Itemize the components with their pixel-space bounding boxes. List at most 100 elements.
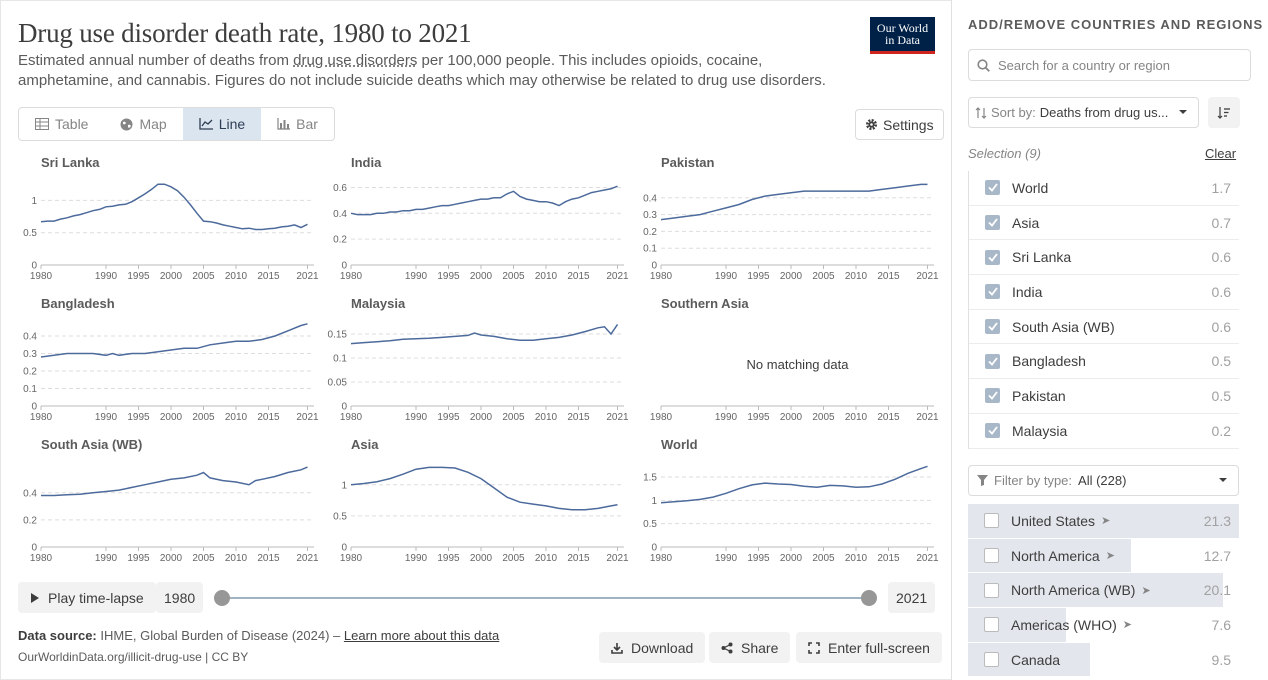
learn-more-link[interactable]: Learn more about this data: [343, 628, 500, 643]
filter-icon: [977, 475, 988, 486]
check-icon: [987, 183, 998, 193]
gear-icon: [866, 119, 877, 130]
x-tick-label: 2005: [812, 412, 835, 423]
selected-item-name: Bangladesh: [1012, 353, 1086, 370]
tab-bar[interactable]: Bar: [261, 108, 334, 140]
checkbox-unchecked[interactable]: [984, 582, 999, 598]
series-line: [350, 323, 619, 345]
entity-item[interactable]: Americas (WHO) ➤ 7.6: [968, 608, 1239, 643]
selected-item[interactable]: India 0.6: [969, 275, 1239, 310]
y-tick-label: 0.15: [328, 330, 348, 341]
no-data-message: No matching data: [747, 357, 850, 372]
play-timelapse-button[interactable]: Play time-lapse: [18, 582, 156, 613]
search-input[interactable]: Search for a country or region: [968, 49, 1251, 81]
checkbox-checked[interactable]: [985, 388, 1000, 404]
tab-table[interactable]: Table: [19, 108, 104, 140]
series-line: [350, 185, 618, 216]
download-icon: [611, 642, 623, 654]
tab-table-label: Table: [55, 116, 89, 132]
navigation-arrow-icon: ➤: [1105, 550, 1115, 563]
chart-url[interactable]: OurWorldinData.org/illicit-drug-use | CC…: [18, 650, 249, 664]
checkbox-checked[interactable]: [985, 180, 1000, 196]
checkbox-checked[interactable]: [985, 353, 1000, 369]
subtitle-text-end: per 100,000 people. This includes opioid…: [18, 52, 826, 89]
filter-type-dropdown[interactable]: Filter by type: All (228): [968, 465, 1239, 496]
checkbox-checked[interactable]: [985, 319, 1000, 335]
chart-tabs: Table Map Line Bar: [18, 107, 335, 141]
x-tick-label: 1995: [747, 553, 770, 564]
checkbox-checked[interactable]: [985, 249, 1000, 265]
x-tick-label: 2021: [606, 271, 629, 282]
sort-by-dropdown[interactable]: Sort by: Deaths from drug us...: [968, 97, 1199, 128]
navigation-arrow-icon: ➤: [1141, 584, 1151, 597]
sort-label: Sort by:: [991, 105, 1036, 120]
timeline-end-handle[interactable]: [861, 590, 877, 606]
entity-item-name: United States: [1011, 512, 1096, 529]
table-icon: [35, 118, 49, 130]
selected-item[interactable]: Sri Lanka 0.6: [969, 240, 1239, 276]
selected-item[interactable]: Pakistan 0.5: [969, 379, 1239, 414]
y-tick-label: 0.05: [328, 378, 348, 389]
checkbox-unchecked[interactable]: [984, 548, 999, 564]
checkbox-checked[interactable]: [985, 423, 1000, 439]
share-button[interactable]: Share: [709, 632, 791, 663]
check-icon: [987, 287, 998, 297]
selected-item[interactable]: Malaysia 0.2: [969, 414, 1239, 449]
entity-item[interactable]: United States ➤ 21.3: [968, 504, 1239, 539]
checkbox-unchecked[interactable]: [984, 652, 999, 668]
y-tick-label: 0: [651, 261, 657, 272]
globe-icon: [120, 118, 133, 130]
checkbox-unchecked[interactable]: [984, 513, 999, 529]
entity-item[interactable]: North America ➤ 12.7: [968, 538, 1239, 574]
chart-title: Southern Asia: [661, 296, 749, 311]
x-tick-label: 2021: [296, 271, 319, 282]
x-tick-label: 2015: [567, 412, 590, 423]
timeline-track[interactable]: [222, 597, 869, 599]
selected-item[interactable]: Asia 0.7: [969, 206, 1239, 241]
y-tick-label: 1: [651, 496, 657, 507]
tab-map[interactable]: Map: [104, 108, 182, 140]
end-year-label: 2021: [888, 582, 936, 613]
clear-selection-button[interactable]: Clear: [1205, 146, 1237, 161]
x-tick-label: 1995: [127, 271, 150, 282]
navigation-arrow-icon: ➤: [1101, 515, 1111, 528]
settings-label: Settings: [883, 116, 934, 133]
owid-logo[interactable]: Our World in Data: [870, 17, 935, 54]
checkbox-unchecked[interactable]: [984, 617, 999, 633]
x-tick-label: 1990: [715, 271, 738, 282]
entity-item[interactable]: Canada 9.5: [968, 642, 1239, 678]
download-button[interactable]: Download: [599, 632, 706, 663]
x-tick-label: 2021: [606, 553, 629, 564]
selected-item[interactable]: South Asia (WB) 0.6: [969, 310, 1239, 345]
entity-item-name: Canada: [1011, 651, 1061, 668]
x-tick-label: 2010: [535, 271, 558, 282]
selected-item[interactable]: Bangladesh 0.5: [969, 344, 1239, 380]
x-tick-label: 2021: [916, 553, 939, 564]
timeline-start-handle[interactable]: [214, 590, 230, 606]
x-tick-label: 1980: [650, 553, 673, 564]
y-tick-label: 0: [341, 402, 347, 413]
checkbox-checked[interactable]: [985, 284, 1000, 300]
x-tick-label: 2021: [296, 553, 319, 564]
source-text: IHME, Global Burden of Disease (2024) –: [96, 628, 344, 643]
x-tick-label: 2010: [845, 271, 868, 282]
share-label: Share: [741, 639, 779, 656]
value-bar: [968, 573, 1223, 608]
line-chart-icon: [199, 118, 213, 130]
selected-item[interactable]: World 1.7: [969, 171, 1239, 206]
subtitle-link[interactable]: drug use disorders: [293, 52, 418, 69]
fullscreen-button[interactable]: Enter full-screen: [796, 632, 942, 663]
check-icon: [987, 357, 998, 366]
chart-title: South Asia (WB): [41, 437, 142, 452]
y-tick-label: 0.3: [23, 349, 37, 360]
checkbox-checked[interactable]: [985, 215, 1000, 231]
tab-line[interactable]: Line: [182, 108, 262, 140]
sidebar-title: ADD/REMOVE COUNTRIES AND REGIONS: [968, 17, 1264, 32]
sort-direction-button[interactable]: [1208, 97, 1240, 128]
settings-button[interactable]: Settings: [855, 109, 944, 140]
selected-item-value: 0.2: [1211, 422, 1231, 439]
entity-item[interactable]: North America (WB) ➤ 20.1: [968, 573, 1239, 609]
logo-line-2: in Data: [885, 33, 920, 47]
series-line: [660, 465, 928, 504]
chart-title: India: [351, 155, 382, 170]
